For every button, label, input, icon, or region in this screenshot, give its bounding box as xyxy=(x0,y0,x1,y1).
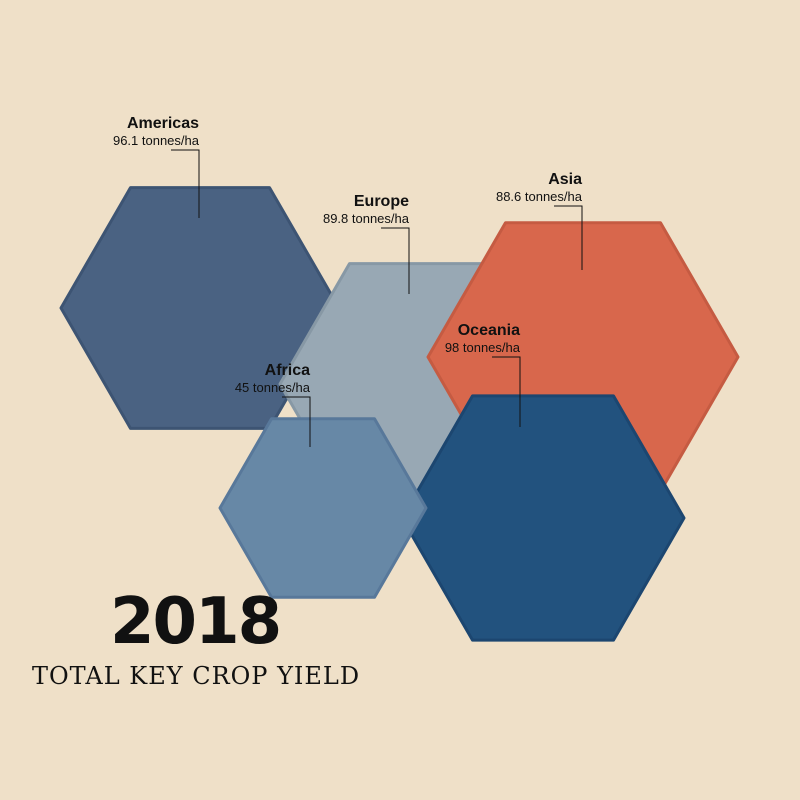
region-name-europe: Europe xyxy=(354,193,409,210)
region-value-americas: 96.1 tonnes/ha xyxy=(113,133,200,148)
hexagon-oceania xyxy=(400,394,686,642)
leader-line-asia xyxy=(554,205,583,270)
region-name-oceania: Oceania xyxy=(458,322,520,339)
chart-title: TOTAL KEY CROP YIELD xyxy=(32,662,361,690)
leader-line-africa xyxy=(282,396,311,447)
hexagon-africa xyxy=(218,417,428,599)
region-value-asia: 88.6 tonnes/ha xyxy=(496,189,583,204)
region-name-americas: Americas xyxy=(127,115,199,132)
leader-line-americas xyxy=(171,149,200,218)
region-name-asia: Asia xyxy=(548,171,582,188)
leader-line-oceania xyxy=(492,356,521,427)
region-value-africa: 45 tonnes/ha xyxy=(235,380,311,395)
chart-year: 2018 xyxy=(110,585,282,659)
region-value-europe: 89.8 tonnes/ha xyxy=(323,211,410,226)
leader-line-europe xyxy=(381,227,410,294)
region-value-oceania: 98 tonnes/ha xyxy=(445,340,521,355)
region-name-africa: Africa xyxy=(265,362,310,379)
